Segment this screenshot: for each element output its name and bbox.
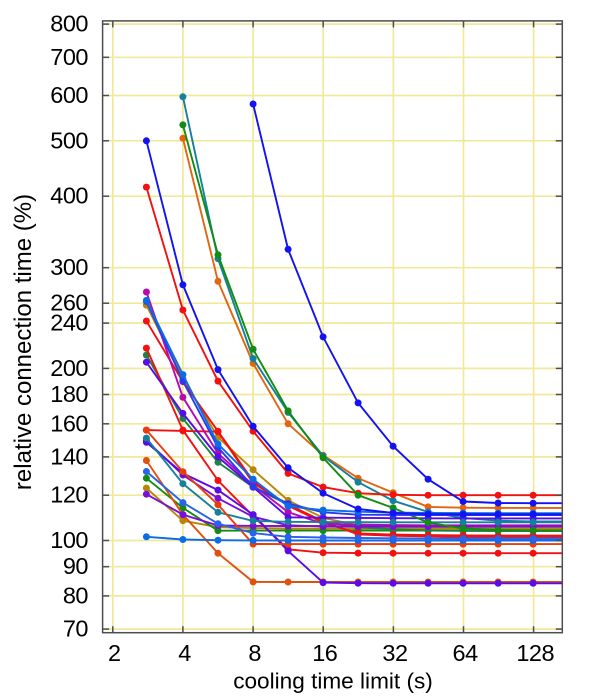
svg-text:200: 200 (50, 355, 88, 381)
svg-text:32: 32 (382, 640, 407, 666)
svg-text:2: 2 (108, 640, 121, 666)
svg-text:400: 400 (50, 183, 88, 209)
svg-text:500: 500 (50, 127, 88, 153)
svg-text:128: 128 (516, 640, 554, 666)
svg-text:300: 300 (50, 254, 88, 280)
svg-text:600: 600 (50, 82, 88, 108)
svg-text:64: 64 (453, 640, 479, 666)
svg-text:90: 90 (63, 553, 89, 579)
svg-text:260: 260 (50, 290, 88, 316)
svg-text:140: 140 (50, 443, 88, 469)
svg-text:800: 800 (50, 11, 88, 37)
svg-text:80: 80 (63, 582, 89, 608)
svg-text:240: 240 (50, 310, 88, 336)
svg-text:120: 120 (50, 482, 88, 508)
svg-text:relative connection time (%): relative connection time (%) (10, 194, 37, 490)
svg-text:100: 100 (50, 527, 88, 553)
svg-text:cooling time limit (s): cooling time limit (s) (233, 669, 433, 694)
svg-text:160: 160 (50, 410, 88, 436)
svg-text:70: 70 (63, 616, 89, 642)
svg-text:180: 180 (50, 381, 88, 407)
svg-text:4: 4 (178, 640, 191, 666)
svg-text:16: 16 (312, 640, 338, 666)
svg-text:8: 8 (248, 640, 261, 666)
svg-text:700: 700 (50, 44, 88, 70)
